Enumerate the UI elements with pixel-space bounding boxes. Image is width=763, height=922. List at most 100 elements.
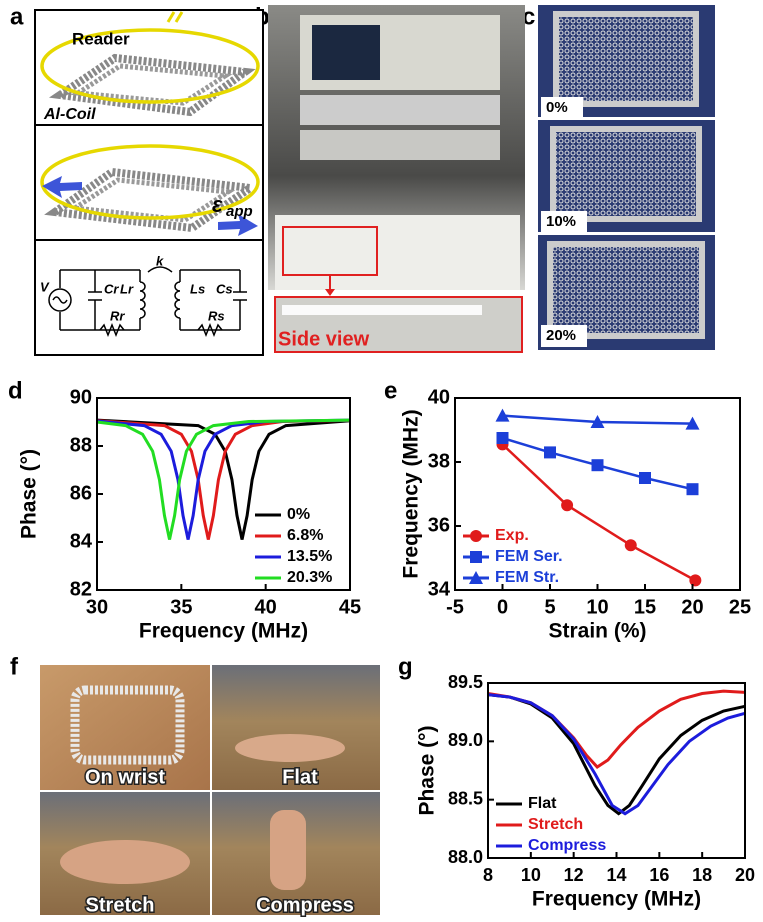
y-tick-label: 88.5 [448, 788, 483, 808]
legend-label: Compress [528, 837, 606, 854]
y-tick-label: 89.5 [448, 672, 483, 692]
coil [556, 14, 696, 104]
marker [625, 539, 637, 551]
panel-label: f [10, 653, 19, 680]
instrument [300, 95, 500, 125]
legend-label: Stretch [528, 816, 583, 833]
y-tick-label: 84 [70, 530, 93, 552]
series-line [97, 420, 350, 540]
figure: a b c d e f g Reader Al-Coil ε app [0, 0, 763, 922]
y-axis-label: Phase (°) [416, 725, 439, 815]
marker [497, 432, 509, 444]
coil [553, 129, 699, 219]
label: Flat [282, 766, 318, 788]
y-tick-label: 36 [428, 514, 450, 536]
series-line [97, 420, 350, 540]
legend-label: Flat [528, 795, 557, 812]
x-tick-label: 15 [634, 596, 656, 618]
panel-label: e [384, 377, 397, 404]
marker [592, 459, 604, 471]
legend-label: FEM Str. [495, 569, 559, 586]
x-tick-label: 45 [339, 596, 361, 618]
box [35, 240, 263, 355]
marker [639, 472, 651, 484]
panel-b: Side view [268, 5, 525, 352]
label: app [226, 203, 253, 220]
y-axis-label: Frequency (MHz) [400, 409, 423, 578]
y-tick-label: 40 [428, 386, 450, 408]
x-tick-label: 14 [606, 865, 626, 885]
series-line [488, 695, 745, 814]
x-tick-label: 10 [586, 596, 608, 618]
panel-label: a [10, 3, 24, 30]
hand [60, 840, 190, 884]
label: Stretch [86, 894, 155, 916]
legend-marker [470, 530, 482, 542]
x-tick-label: 40 [255, 596, 277, 618]
x-tick-label: 10 [521, 865, 541, 885]
label: Al-Coil [43, 106, 96, 123]
instrument [300, 130, 500, 160]
hand [270, 810, 306, 890]
label: Rs [208, 308, 225, 323]
label: Ls [190, 281, 205, 296]
label: ε [212, 192, 223, 217]
y-tick-label: 88 [70, 434, 92, 456]
legend-label: 13.5% [287, 548, 332, 565]
label: 0% [546, 99, 568, 116]
inset-label: Side view [278, 328, 370, 350]
coil [550, 244, 702, 336]
x-tick-label: 16 [649, 865, 669, 885]
x-tick-label: 20 [681, 596, 703, 618]
x-axis-label: Frequency (MHz) [532, 888, 701, 911]
series-line [488, 695, 745, 814]
panel-label: g [398, 653, 413, 680]
marker [544, 446, 556, 458]
inset-detail [282, 305, 482, 315]
legend-label: Exp. [495, 527, 529, 544]
marker [561, 499, 573, 511]
label: 10% [546, 213, 576, 230]
panel-f: On wrist Flat Stretch Compress [40, 665, 380, 916]
y-axis-label: Phase (°) [18, 449, 41, 539]
panel-a: Reader Al-Coil ε app V Cr Lr R [35, 10, 263, 355]
label: Cr [104, 281, 119, 296]
marker [689, 574, 701, 586]
legend-label: 20.3% [287, 569, 332, 586]
series-line [97, 420, 350, 540]
label: Rr [110, 308, 125, 323]
y-tick-label: 90 [70, 386, 92, 408]
chart: -5051015202534363840Strain (%)Frequency … [400, 386, 752, 642]
arrow [325, 289, 335, 296]
x-tick-label: 12 [564, 865, 584, 885]
y-tick-label: 86 [70, 482, 92, 504]
x-tick-label: 25 [729, 596, 751, 618]
legend-label: 0% [287, 506, 310, 523]
label: Lr [120, 281, 134, 296]
y-tick-label: 88.0 [448, 847, 483, 867]
label: Reader [72, 29, 130, 48]
panel-c: 0% 10% 20% [538, 5, 715, 350]
x-tick-label: 18 [692, 865, 712, 885]
y-tick-label: 82 [70, 578, 92, 600]
legend-label: 6.8% [287, 527, 323, 544]
label: k [156, 253, 164, 268]
series-line [97, 420, 350, 539]
x-tick-label: 35 [170, 596, 192, 618]
x-axis-label: Frequency (MHz) [139, 620, 308, 643]
legend-marker [470, 551, 482, 563]
hand [235, 734, 345, 762]
panel-label: d [8, 377, 23, 404]
label: V [40, 279, 50, 294]
screen [312, 25, 380, 80]
marker [687, 483, 699, 495]
label: On wrist [85, 766, 165, 788]
plot-frame [488, 683, 745, 858]
y-tick-label: 34 [428, 578, 451, 600]
label: 20% [546, 327, 576, 344]
x-tick-label: 0 [497, 596, 508, 618]
legend-label: FEM Ser. [495, 548, 563, 565]
x-tick-label: 8 [483, 865, 493, 885]
